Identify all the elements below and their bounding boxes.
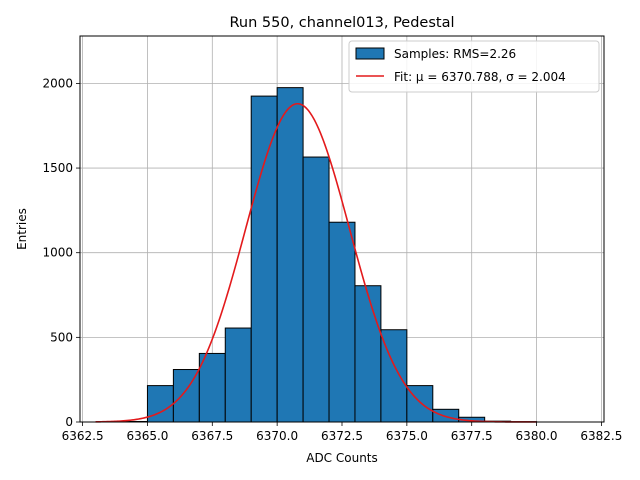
legend: Samples: RMS=2.26 Fit: μ = 6370.788, σ =… (348, 40, 600, 93)
x-tick-label: 6372.5 (321, 429, 363, 443)
histogram-bars (121, 87, 538, 423)
x-tick-label: 6365.0 (126, 429, 168, 443)
x-axis-ticks: 6362.5 6365.0 6367.5 6370.0 6372.5 6375.0 6377… (62, 422, 622, 443)
legend-label-fit: Fit: μ = 6370.788, σ = 2.004 (394, 70, 566, 84)
legend-swatch-samples (355, 47, 385, 60)
chart-title: Run 550, channel013, Pedestal (229, 15, 454, 31)
histogram-bar (328, 221, 356, 423)
x-tick-label: 6380.0 (516, 429, 558, 443)
x-tick-label: 6382.5 (580, 429, 622, 443)
y-tick-label: 1500 (42, 161, 73, 175)
x-tick-label: 6367.5 (191, 429, 233, 443)
y-axis-ticks: 0 500 1000 1500 2000 (42, 76, 80, 429)
histogram-bar (302, 156, 330, 423)
x-tick-label: 6370.0 (256, 429, 298, 443)
x-axis-label: ADC Counts (306, 451, 378, 465)
y-tick-label: 2000 (42, 76, 73, 90)
histogram-bar (250, 95, 278, 423)
x-tick-label: 6377.5 (451, 429, 493, 443)
fit-curve (95, 102, 537, 423)
x-tick-label: 6362.5 (62, 429, 104, 443)
legend-label-samples: Samples: RMS=2.26 (394, 47, 516, 61)
histogram-bar (276, 87, 304, 423)
histogram-bar (198, 352, 226, 423)
histogram-bar (224, 327, 252, 423)
x-tick-label: 6375.0 (386, 429, 428, 443)
histogram-bar (432, 408, 460, 423)
y-tick-label: 0 (65, 415, 73, 429)
histogram-bar (354, 285, 382, 423)
y-tick-label: 1000 (42, 246, 73, 260)
y-axis-label: Entries (15, 208, 29, 250)
legend-box (348, 40, 600, 93)
y-tick-label: 500 (50, 330, 73, 344)
